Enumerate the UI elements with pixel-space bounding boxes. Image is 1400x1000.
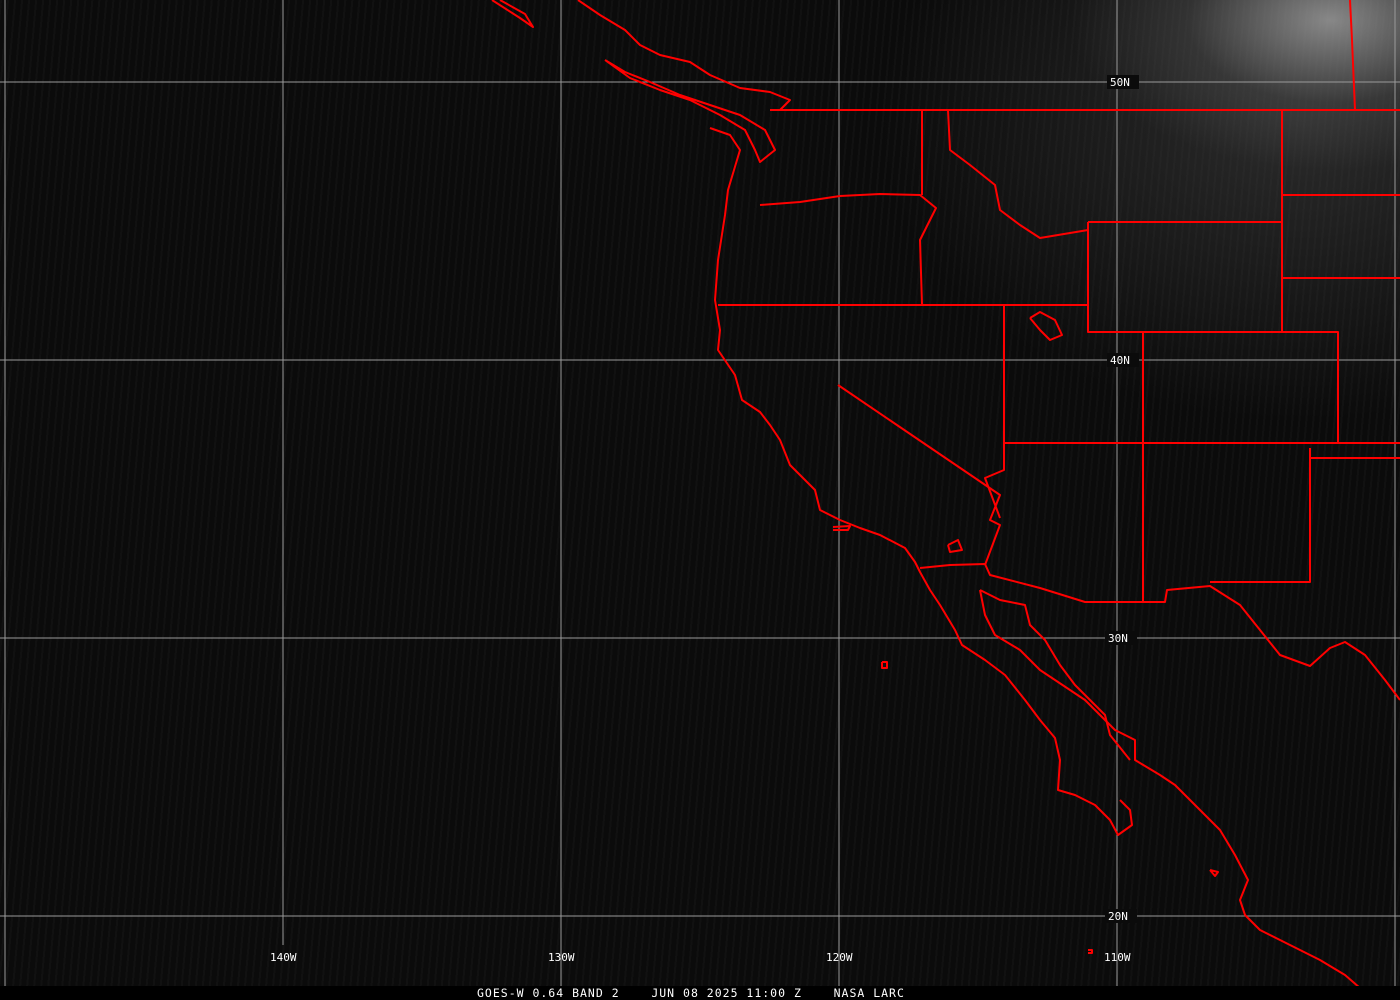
lat-label-20n: 20N: [1108, 910, 1128, 923]
lon-label-120w: 120W: [826, 951, 853, 964]
political-boundaries: [491, 0, 1400, 989]
island-guadalupe: [881, 661, 888, 669]
coastline-baja-east: [979, 589, 1131, 761]
coastline-bc: [491, 0, 534, 28]
salton-sea: [947, 539, 963, 553]
lat-label-40n: 40N: [1110, 354, 1130, 367]
border-washington-oregon: [759, 193, 937, 306]
border-us-mexico: [919, 563, 1400, 701]
border-new-mexico: [1210, 448, 1311, 583]
caption-product: GOES-W 0.64 BAND 2: [477, 986, 620, 1000]
lon-label-110w: 110W: [1104, 951, 1131, 964]
caption-source: NASA LARC: [833, 986, 905, 1000]
vancouver-island: [604, 59, 776, 163]
border-nevada-utah-arizona: [984, 305, 1005, 519]
islas-marias: [1209, 869, 1219, 877]
coastline-west: [709, 127, 1133, 836]
border-colorado: [1143, 331, 1339, 443]
islas-revillagigedo: [1088, 949, 1093, 954]
image-caption: GOES-W 0.64 BAND 2 JUN 08 2025 11:00 Z N…: [477, 986, 905, 1000]
caption-datetime: JUN 08 2025 11:00 Z: [651, 986, 802, 1000]
coastline-bc-mainland: [577, 0, 791, 111]
channel-islands: [832, 525, 851, 531]
border-canada-provinces: [1349, 0, 1356, 111]
border-california-nevada: [837, 384, 1001, 566]
grid-labels: 50N 40N 30N 20N 140W 130W 120W 110W: [270, 75, 1139, 964]
lat-label-30n: 30N: [1108, 632, 1128, 645]
lat-label-50n: 50N: [1110, 76, 1130, 89]
lon-label-130w: 130W: [548, 951, 575, 964]
footer-bar: [0, 986, 1400, 1000]
great-salt-lake: [1029, 311, 1063, 341]
border-idaho-montana: [947, 109, 1089, 239]
coastline-gulf-of-california-mexico: [979, 589, 1361, 989]
lon-label-140w: 140W: [270, 951, 297, 964]
